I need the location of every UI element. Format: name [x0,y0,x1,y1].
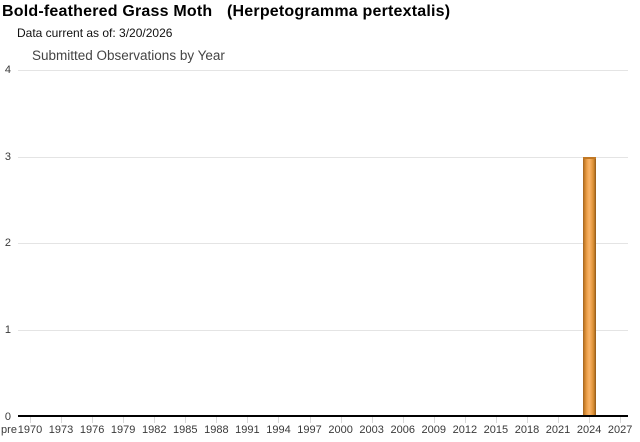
x-axis-tick-label: 2024 [576,424,602,436]
x-axis-tick-label: 2012 [452,424,478,436]
x-axis-tick-mark [464,417,466,423]
y-axis-tick-label: 3 [4,150,11,163]
x-axis-tick-mark [309,417,311,423]
y-axis-tick-label: 2 [4,237,11,250]
x-axis-tick-label: 2021 [545,424,571,436]
x-axis-tick-mark [185,417,187,423]
x-axis-tick-label: 2006 [390,424,415,436]
gridline-y-2 [18,243,628,245]
x-axis-tick-label: 1997 [297,424,322,436]
x-axis-tick-label: 2009 [421,424,447,436]
x-axis-line [18,415,628,417]
x-axis-tick-label: 1994 [266,424,291,436]
x-axis-tick-mark [247,417,249,423]
y-axis-tick-label: 4 [4,64,11,77]
x-axis-tick-label: 1976 [79,424,105,436]
x-axis-tick-mark [371,417,373,423]
gridline-y-4 [18,70,628,72]
x-axis-tick-label: 1988 [204,424,229,436]
gridline-y-1 [18,329,628,331]
x-axis-tick-label: 2015 [483,424,509,436]
x-axis-tick-label: 2018 [514,424,540,436]
x-axis-tick-mark [620,417,622,423]
x-axis-tick-mark [123,417,125,423]
x-axis-tick-mark [30,417,31,423]
x-axis-tick-mark [495,417,497,423]
data-current-note: Data current as of: 3/20/2026 [17,26,173,40]
x-axis-tick-mark [558,417,560,423]
x-axis-tick-mark [216,417,218,423]
x-axis-tick-label: pre [1,424,17,436]
x-axis-tick-mark [278,417,280,423]
x-axis-tick-mark [154,417,156,423]
y-axis-tick-label: 1 [4,323,11,336]
x-axis-tick-label: 2000 [328,424,353,436]
x-axis-tick-mark [61,417,63,423]
observation-bar-2024[interactable] [582,156,596,417]
x-axis-tick-mark [589,417,591,423]
species-scientific-name: (Herpetogramma pertextalis) [227,3,451,20]
x-axis-tick-mark [402,417,404,423]
x-axis-tick-label: 1985 [173,424,198,436]
y-axis-tick-label: 0 [4,410,11,423]
x-axis-tick-mark [433,417,435,423]
x-axis-tick-mark [92,417,94,423]
chart-title: Submitted Observations by Year [32,48,225,63]
x-axis-tick-mark [526,417,528,423]
species-common-name: Bold-feathered Grass Moth [2,3,213,20]
x-axis-tick-label: 1970 [17,424,43,436]
page-title: Bold-feathered Grass Moth (Herpetogramma… [2,3,450,21]
x-axis-tick-label: 1973 [48,424,74,436]
gridline-y-3 [18,156,628,158]
x-axis-tick-label: 2003 [359,424,384,436]
x-axis-tick-label: 1982 [141,424,167,436]
x-axis-tick-mark [340,417,342,423]
x-axis-tick-label: 1979 [110,424,136,436]
x-axis-tick-label: 2027 [607,424,633,436]
x-axis-tick-label: 1991 [235,424,260,436]
